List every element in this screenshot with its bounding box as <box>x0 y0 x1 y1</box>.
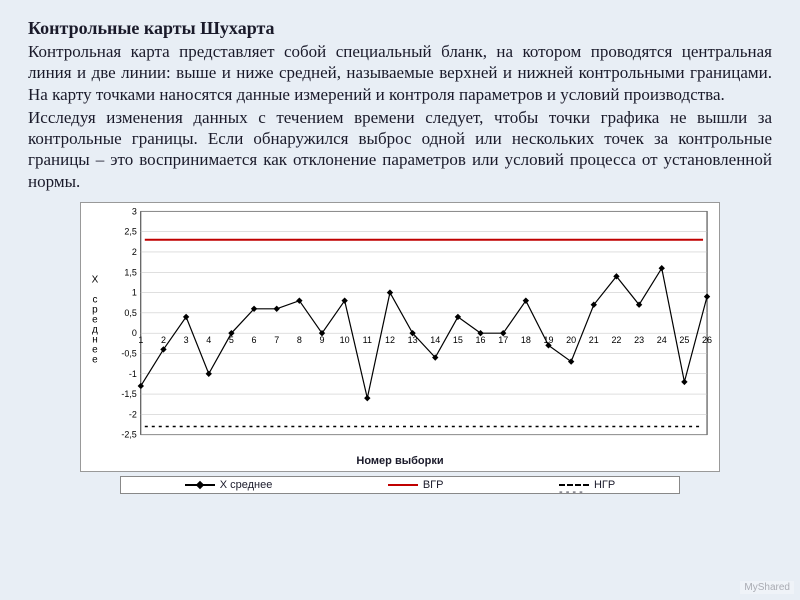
svg-text:14: 14 <box>430 335 440 345</box>
svg-text:23: 23 <box>634 335 644 345</box>
svg-text:1: 1 <box>132 287 137 297</box>
legend-marker-ucl <box>388 484 418 486</box>
svg-text:-0,5: -0,5 <box>121 348 136 358</box>
legend-label-lcl: НГР <box>594 479 615 491</box>
svg-text:21: 21 <box>589 335 599 345</box>
legend-marker-lcl: - - - - <box>559 484 589 486</box>
svg-text:-2: -2 <box>129 409 137 419</box>
svg-text:2: 2 <box>132 247 137 257</box>
svg-text:2: 2 <box>161 335 166 345</box>
svg-text:X: X <box>92 274 99 285</box>
page-title: Контрольные карты Шухарта <box>28 18 772 39</box>
svg-text:7: 7 <box>274 335 279 345</box>
svg-text:1,5: 1,5 <box>124 267 136 277</box>
svg-text:6: 6 <box>252 335 257 345</box>
chart-xlabel: Номер выборки <box>81 453 719 471</box>
svg-text:3: 3 <box>132 206 137 216</box>
svg-text:1: 1 <box>138 335 143 345</box>
legend-marker-xmean <box>185 484 215 486</box>
svg-text:25: 25 <box>679 335 689 345</box>
svg-text:-2,5: -2,5 <box>121 429 136 439</box>
svg-text:-1: -1 <box>129 369 137 379</box>
svg-text:24: 24 <box>657 335 667 345</box>
legend-item-ucl: ВГР <box>388 479 444 491</box>
legend-item-xmean: X среднее <box>185 479 273 491</box>
svg-text:22: 22 <box>611 335 621 345</box>
legend-label-xmean: X среднее <box>220 479 273 491</box>
legend-label-ucl: ВГР <box>423 479 444 491</box>
svg-text:26: 26 <box>702 335 712 345</box>
svg-text:4: 4 <box>206 335 211 345</box>
svg-text:-1,5: -1,5 <box>121 389 136 399</box>
control-chart-svg: -2,5-2-1,5-1-0,500,511,522,53X среднее12… <box>81 203 719 453</box>
svg-text:е: е <box>92 354 98 365</box>
svg-text:20: 20 <box>566 335 576 345</box>
svg-text:2,5: 2,5 <box>124 226 136 236</box>
svg-text:8: 8 <box>297 335 302 345</box>
svg-text:15: 15 <box>453 335 463 345</box>
control-chart: -2,5-2-1,5-1-0,500,511,522,53X среднее12… <box>80 202 720 472</box>
svg-text:11: 11 <box>363 335 372 345</box>
paragraph-2: Исследуя изменения данных с течением вре… <box>28 107 772 192</box>
svg-text:12: 12 <box>385 335 395 345</box>
paragraph-1: Контрольная карта представляет собой спе… <box>28 41 772 105</box>
svg-text:18: 18 <box>521 335 531 345</box>
chart-legend: X среднее ВГР - - - - НГР <box>120 476 680 494</box>
svg-text:0: 0 <box>132 328 137 338</box>
svg-text:10: 10 <box>340 335 350 345</box>
svg-text:16: 16 <box>476 335 486 345</box>
svg-text:3: 3 <box>184 335 189 345</box>
svg-text:0,5: 0,5 <box>124 308 136 318</box>
watermark: MyShared <box>740 581 794 594</box>
svg-text:17: 17 <box>498 335 508 345</box>
svg-text:9: 9 <box>320 335 325 345</box>
legend-item-lcl: - - - - НГР <box>559 479 615 491</box>
